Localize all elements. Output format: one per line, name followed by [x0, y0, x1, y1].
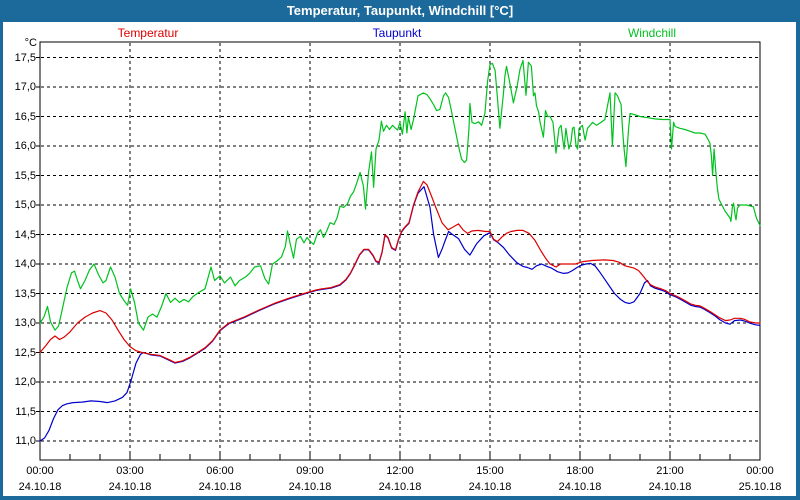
legend-item-temperatur: Temperatur	[88, 26, 208, 41]
y-tick-label: 11,5	[15, 405, 36, 418]
x-tick-time-label: 15:00	[476, 465, 504, 477]
y-tick-label: 12,0	[14, 376, 36, 388]
legend-item-taupunkt: Taupunkt	[337, 26, 457, 41]
y-tick-label: 17,5	[14, 51, 36, 64]
x-tick-date-label: 24.10.18	[378, 481, 422, 493]
series-line-windchill	[39, 59, 761, 331]
x-tick-time-label: 09:00	[296, 465, 324, 477]
x-tick-date-label: 24.10.18	[558, 481, 602, 493]
x-tick-time-label: 06:00	[206, 465, 234, 477]
y-tick-label: 16,5	[14, 110, 36, 123]
x-tick-time-label: 18:00	[566, 465, 594, 477]
y-tick-label: 13,5	[14, 287, 36, 300]
x-tick-date-label: 24.10.18	[198, 481, 242, 493]
y-tick-label: 13,0	[14, 317, 36, 329]
legend-label-windchill: Windchill	[627, 26, 676, 40]
x-tick-time-label: 12:00	[386, 465, 414, 477]
y-tick-label: 14,0	[14, 258, 36, 270]
plot-border	[39, 41, 761, 461]
x-tick-date-label: 24.10.18	[648, 481, 692, 493]
y-tick-label: 15,5	[14, 169, 36, 182]
x-tick-date-label: 24.10.18	[108, 481, 152, 493]
y-tick-label: 16,0	[14, 140, 36, 152]
y-tick-label: 17,0	[14, 81, 36, 93]
series-line-temperatur	[39, 180, 761, 364]
window-title: Temperatur, Taupunkt, Windchill [°C]	[286, 3, 514, 18]
x-tick-date-label: 24.10.18	[468, 481, 512, 493]
legend-item-windchill: Windchill	[592, 26, 712, 41]
y-tick-label: 14,5	[14, 228, 36, 241]
chart-content-area: Temperatur Taupunkt Windchill °C 17,5 17,…	[3, 22, 796, 496]
x-tick-time-label: 00:00	[746, 465, 774, 477]
y-tick-label: 11,0	[15, 435, 36, 447]
y-tick-label: 12,5	[14, 346, 36, 359]
x-tick-date-label: 24.10.18	[18, 481, 62, 493]
chart-canvas	[36, 41, 761, 461]
x-tick-time-label: 00:00	[26, 465, 54, 477]
x-tick-date-label: 24.10.18	[288, 481, 332, 493]
x-tick-time-label: 21:00	[656, 465, 684, 477]
legend-label-temperatur: Temperatur	[117, 26, 179, 40]
legend-label-taupunkt: Taupunkt	[372, 26, 422, 40]
y-tick-label: 15,0	[14, 199, 36, 211]
x-tick-time-label: 03:00	[116, 465, 144, 477]
window-title-bar: Temperatur, Taupunkt, Windchill [°C]	[0, 0, 800, 22]
x-tick-date-label: 25.10.18	[738, 481, 782, 493]
y-axis-unit-label: °C	[24, 37, 37, 49]
